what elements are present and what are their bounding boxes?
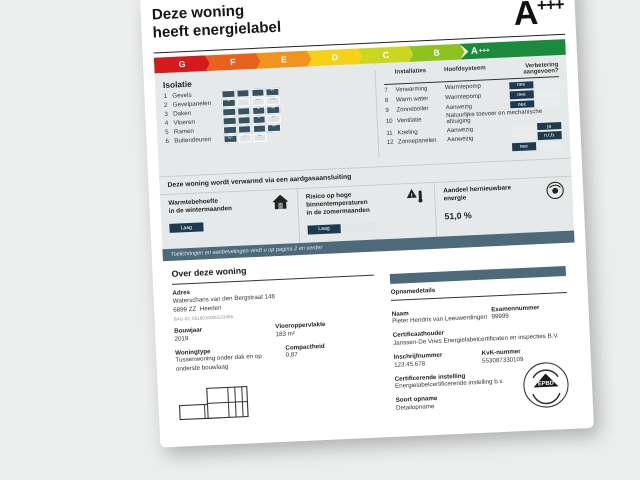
svg-text:EPBD: EPBD	[538, 381, 554, 388]
svg-text:!: !	[411, 194, 413, 200]
